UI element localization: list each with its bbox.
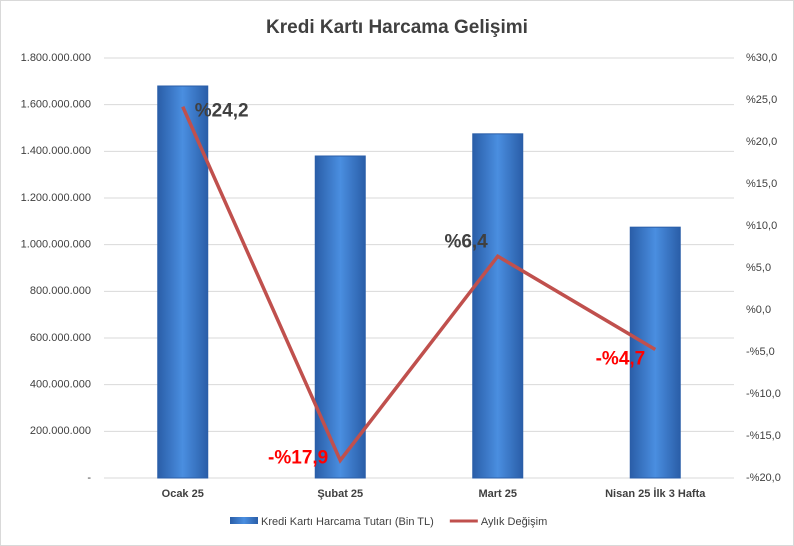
y2-tick-label: %5,0	[746, 262, 771, 274]
y2-tick-label: -%20,0	[746, 472, 781, 484]
x-tick-label: Mart 25	[478, 488, 517, 500]
legend-label: Aylık Değişim	[481, 516, 547, 528]
bar	[157, 85, 209, 479]
y-tick-label: -	[87, 472, 91, 484]
y-tick-label: 400.000.000	[30, 379, 91, 391]
chart-title: Kredi Kartı Harcama Gelişimi	[266, 17, 528, 38]
x-tick-label: Ocak 25	[162, 488, 204, 500]
y2-tick-label: %10,0	[746, 220, 777, 232]
y-tick-label: 200.000.000	[30, 425, 91, 437]
bar	[314, 155, 366, 479]
data-label: %6,4	[444, 231, 488, 252]
data-label: -%17,9	[268, 447, 328, 468]
bar	[629, 226, 681, 479]
legend-swatch	[230, 517, 258, 524]
x-tick-label: Nisan 25 İlk 3 Hafta	[605, 487, 706, 500]
y2-tick-label: -%10,0	[746, 388, 781, 400]
y2-tick-label: -%5,0	[746, 346, 775, 358]
legend-label: Kredi Kartı Harcama Tutarı (Bin TL)	[261, 516, 434, 528]
y-tick-label: 1.800.000.000	[21, 52, 91, 64]
y-tick-label: 1.200.000.000	[21, 192, 91, 204]
y-tick-label: 800.000.000	[30, 285, 91, 297]
y2-tick-label: %30,0	[746, 52, 777, 64]
y-tick-label: 1.000.000.000	[21, 239, 91, 251]
x-tick-label: Şubat 25	[317, 488, 363, 500]
data-label: %24,2	[195, 101, 249, 122]
line	[181, 106, 657, 464]
y2-tick-label: %15,0	[746, 178, 777, 190]
bar	[472, 133, 524, 479]
y2-tick-label: %20,0	[746, 136, 777, 148]
y2-tick-label: %0,0	[746, 304, 771, 316]
data-label: -%4,7	[596, 348, 646, 369]
y-tick-label: 1.400.000.000	[21, 145, 91, 157]
y2-tick-label: -%15,0	[746, 430, 781, 442]
y-tick-label: 600.000.000	[30, 332, 91, 344]
y-tick-label: 1.600.000.000	[21, 99, 91, 111]
y2-tick-label: %25,0	[746, 94, 777, 106]
